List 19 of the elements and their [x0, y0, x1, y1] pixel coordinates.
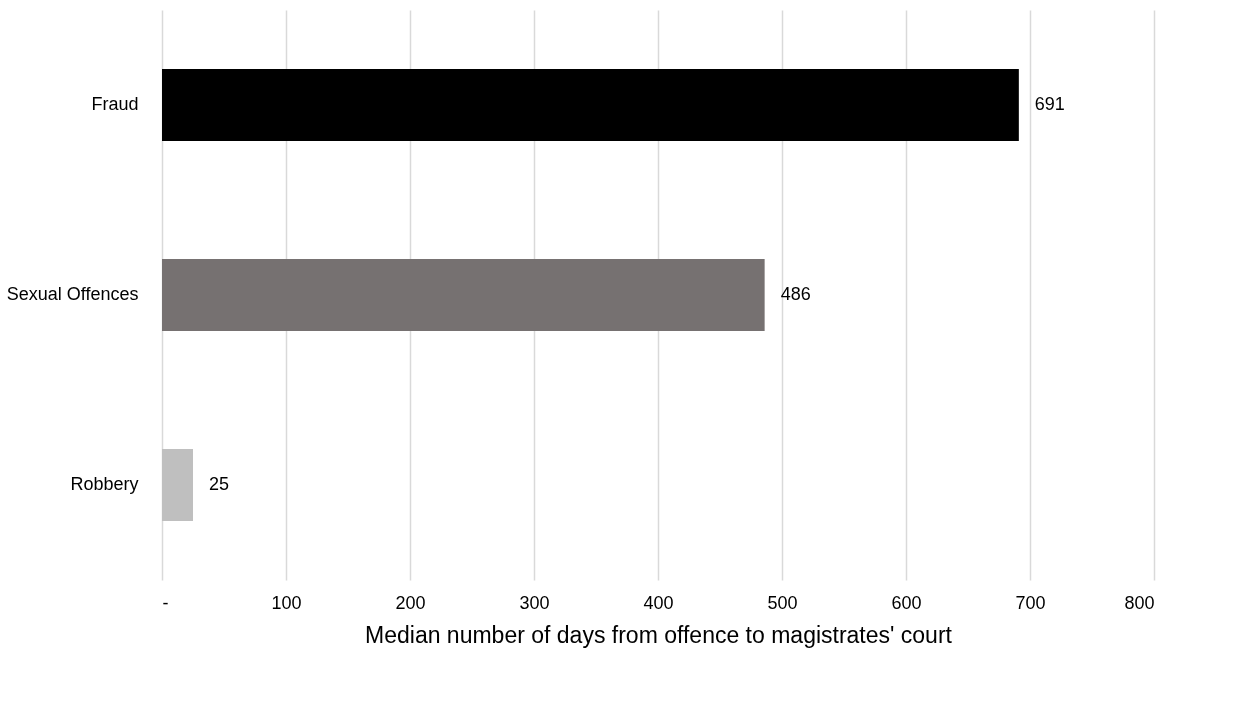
data-label: 486 [780, 284, 811, 304]
x-tick-label: 800 [1124, 592, 1155, 613]
x-tick-label: 100 [271, 592, 302, 613]
x-tick-label: 600 [891, 592, 922, 613]
y-tick-label: Robbery [70, 474, 139, 494]
x-tick-label: 400 [643, 592, 674, 613]
data-label: 25 [209, 474, 230, 494]
x-tick-label: 700 [1015, 592, 1046, 613]
x-tick-label: 300 [519, 592, 550, 613]
data-label: 691 [1034, 94, 1065, 114]
bar [162, 258, 765, 332]
bar [162, 448, 193, 522]
y-tick-label: Sexual Offences [6, 284, 139, 304]
x-axis-title: Median number of days from offence to magistrates' court [365, 621, 953, 648]
x-tick-label: 500 [767, 592, 798, 613]
x-tick-label: - [162, 592, 169, 613]
y-tick-label: Fraud [91, 94, 139, 114]
bar [162, 68, 1019, 142]
x-tick-label: 200 [395, 592, 426, 613]
